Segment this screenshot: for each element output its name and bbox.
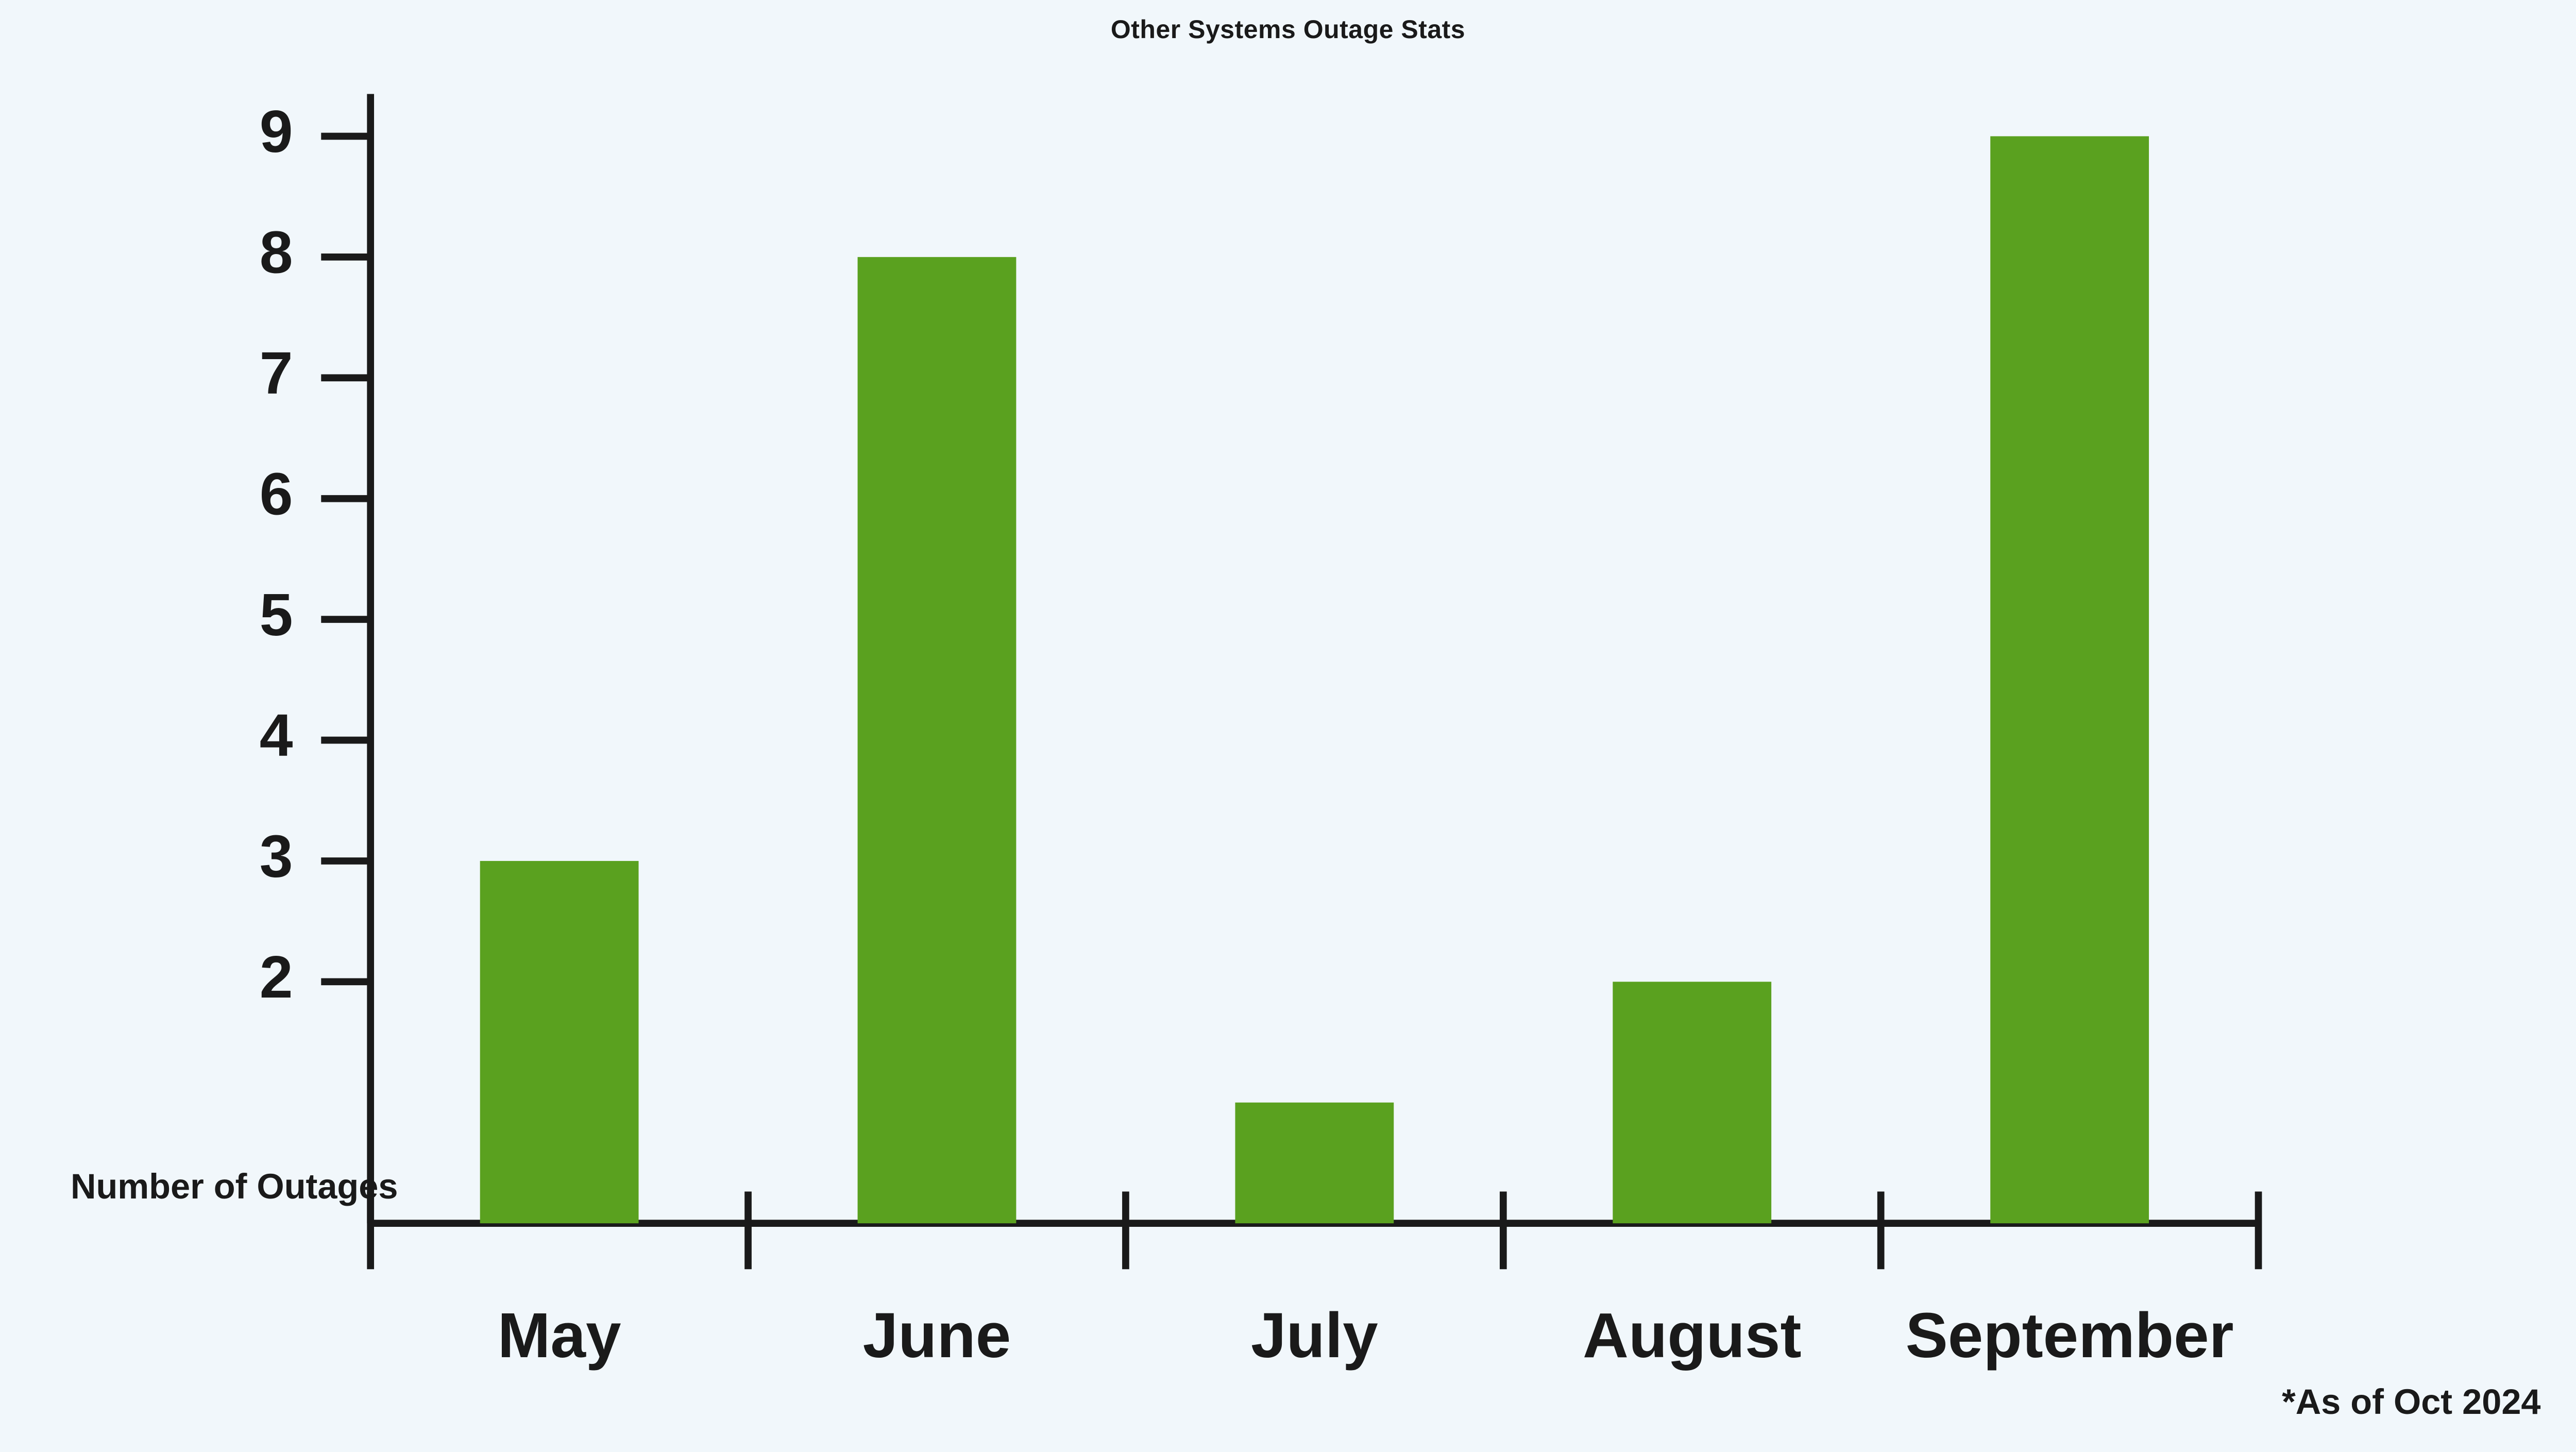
y-tick-label: 7 bbox=[260, 340, 293, 407]
chart-footnote: *As of Oct 2024 bbox=[2282, 1382, 2540, 1422]
y-tick-label: 3 bbox=[260, 823, 293, 890]
bar bbox=[480, 861, 639, 1223]
y-tick-label: 9 bbox=[260, 98, 293, 165]
y-axis-label: Number of Outages bbox=[71, 1167, 398, 1206]
y-tick-label: 4 bbox=[260, 702, 293, 769]
bar bbox=[858, 257, 1016, 1223]
y-tick-label: 5 bbox=[260, 581, 293, 648]
x-tick-label: July bbox=[1251, 1300, 1378, 1371]
x-tick-label: August bbox=[1583, 1300, 1802, 1371]
bar bbox=[1613, 982, 1771, 1223]
bar bbox=[1990, 136, 2149, 1223]
y-tick-label: 2 bbox=[260, 943, 293, 1010]
y-tick-label: 8 bbox=[260, 219, 293, 286]
chart-plot-area: 2 3 4 5 6 7 8 9 Number of Outages May June July Augu… bbox=[0, 44, 2576, 1449]
bar bbox=[1235, 1103, 1394, 1223]
chart-title: Other Systems Outage Stats bbox=[0, 0, 2576, 44]
x-tick-label: June bbox=[863, 1300, 1011, 1371]
bar-chart: Other Systems Outage Stats 2 3 4 5 6 7 8 9 Numbe… bbox=[0, 0, 2576, 1449]
x-tick-label: September bbox=[1906, 1300, 2234, 1371]
y-tick-label: 6 bbox=[260, 460, 293, 527]
x-tick-label: May bbox=[498, 1300, 621, 1371]
